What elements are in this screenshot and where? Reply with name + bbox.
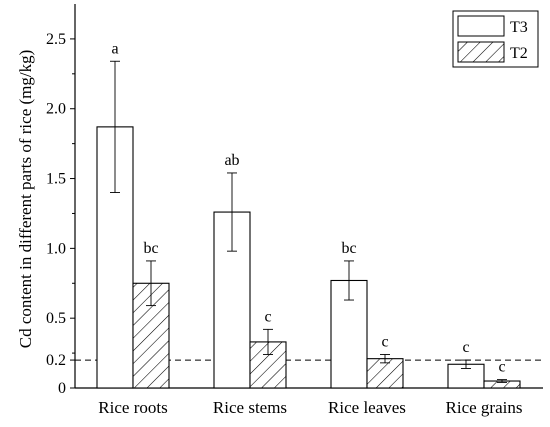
x-category-label: Rice stems (213, 398, 287, 417)
significance-label: bc (143, 240, 158, 257)
significance-label: c (264, 308, 271, 325)
legend: T3 T2 (452, 10, 539, 68)
y-tick-label: 0.2 (46, 352, 66, 369)
significance-label: c (462, 339, 469, 356)
x-category-label: Rice leaves (328, 398, 406, 417)
y-tick-label: 0 (58, 380, 66, 397)
bar-t2-2 (366, 358, 404, 389)
y-tick-label: 1.0 (46, 240, 66, 257)
legend-label-t2: T2 (510, 45, 528, 62)
legend-swatch-t2 (457, 41, 505, 63)
significance-label: c (498, 359, 505, 376)
y-tick-label: 2.5 (46, 31, 66, 48)
legend-swatch-t3 (457, 15, 505, 37)
y-tick-label: 2.0 (46, 101, 66, 118)
significance-label: bc (341, 240, 356, 257)
y-tick-label: 1.5 (46, 171, 66, 188)
significance-label: ab (224, 152, 239, 169)
legend-label-t3: T3 (510, 19, 528, 36)
x-category-label: Rice grains (446, 398, 523, 417)
y-tick-label: 0.5 (46, 310, 66, 327)
y-axis-label: Cd content in different parts of rice (m… (16, 50, 35, 349)
significance-label: c (381, 333, 388, 350)
x-category-label: Rice roots (98, 398, 167, 417)
significance-label: a (111, 40, 118, 57)
